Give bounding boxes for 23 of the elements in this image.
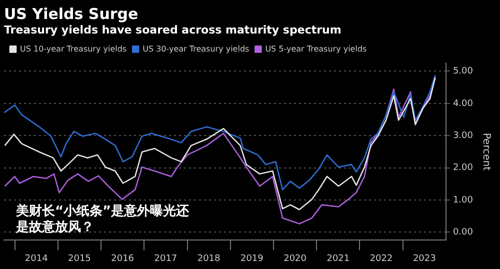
- x-tick-label: 2014: [24, 254, 48, 264]
- legend-label: US 10-year Treasury yields: [20, 44, 127, 54]
- legend-label: US 30-year Treasury yields: [142, 44, 250, 54]
- x-tick-label: 2023: [412, 254, 436, 264]
- annotation: 美财长“小纸条”是意外曝光还是故意放风？: [15, 203, 190, 236]
- y-tick-label: 0.00: [452, 228, 474, 238]
- x-tick-label: 2015: [68, 254, 91, 264]
- x-tick-label: 2018: [197, 254, 221, 264]
- y-tick-label: 5.00: [452, 66, 474, 77]
- x-tick-label: 2016: [111, 254, 134, 264]
- chart-subtitle: Treasury yields have soared across maturity spectrum: [4, 23, 342, 36]
- y-tick-label: 2.00: [452, 163, 474, 174]
- y-tick-label: 1.00: [452, 195, 474, 206]
- y-tick-label: 4.00: [452, 98, 474, 109]
- y-axis-title: Percent: [480, 132, 492, 171]
- x-tick-label: 2019: [240, 254, 264, 264]
- y-tick-label: 3.00: [452, 130, 474, 141]
- chart-title: US Yields Surge: [4, 4, 138, 23]
- x-tick-label: 2022: [370, 254, 393, 264]
- legend-label: US 5-year Treasury yields: [265, 44, 367, 54]
- x-tick-label: 2017: [154, 254, 178, 264]
- x-tick-label: 2021: [326, 254, 350, 264]
- x-tick-label: 2020: [284, 254, 307, 264]
